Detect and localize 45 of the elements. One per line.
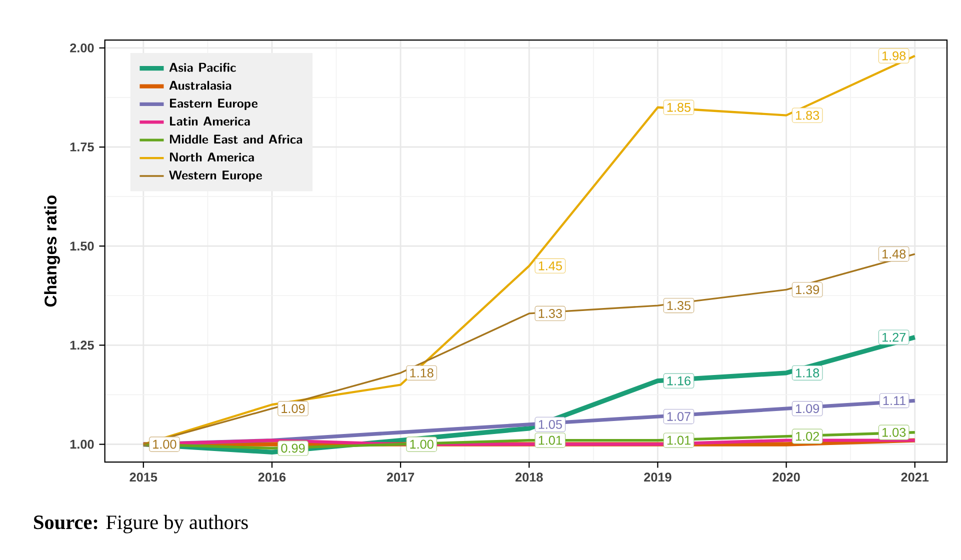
- data-label: 1.07: [667, 412, 690, 421]
- data-label: 1.85: [667, 102, 691, 112]
- legend-label: Middle East and Africa: [170, 134, 302, 144]
- data-label: 1.83: [796, 110, 820, 120]
- data-label: 1.45: [538, 261, 562, 270]
- data-label: 0.99: [281, 444, 305, 453]
- data-label: 1.39: [796, 285, 820, 294]
- data-label: 1.00: [153, 440, 176, 449]
- data-label: 1.11: [883, 396, 906, 405]
- legend-label: Asia Pacific: [169, 62, 236, 72]
- legend-label: Eastern Europe: [170, 98, 258, 110]
- y-tick-label: 2.00: [70, 43, 94, 52]
- y-axis-title: Changes ratio: [44, 195, 60, 307]
- data-label: 1.09: [796, 404, 820, 414]
- data-label: 1.09: [282, 404, 305, 414]
- x-tick-label: 2018: [515, 472, 543, 482]
- y-tick-label: 1.00: [70, 440, 94, 449]
- data-label: 1.02: [796, 432, 819, 441]
- data-label: 1.05: [538, 420, 562, 429]
- legend-label: Western Europe: [169, 170, 262, 182]
- data-label: 1.98: [882, 51, 906, 60]
- y-tick-label: 1.50: [70, 242, 94, 251]
- y-tick-label: 1.75: [70, 142, 94, 152]
- x-tick-label: 2015: [130, 472, 158, 482]
- legend-label: North America: [170, 152, 254, 162]
- data-label: 1.00: [410, 440, 434, 449]
- legend-label: Latin America: [170, 116, 250, 126]
- data-label: 1.18: [796, 368, 820, 378]
- data-label: 1.16: [667, 376, 690, 386]
- data-label: 1.35: [667, 301, 691, 310]
- data-label: 1.27: [882, 332, 906, 342]
- data-label: 1.03: [882, 428, 906, 437]
- x-tick-label: 2016: [258, 472, 286, 482]
- legend-label: Australasia: [169, 80, 232, 90]
- data-label: 1.01: [538, 436, 562, 445]
- data-label: 1.18: [410, 368, 434, 378]
- data-label: 1.01: [667, 436, 690, 445]
- x-tick-label: 2019: [644, 472, 672, 482]
- x-tick-label: 2017: [386, 472, 414, 482]
- text: Source: Figure by authors: [34, 514, 248, 534]
- y-tick-label: 1.25: [70, 340, 94, 350]
- data-label: 1.33: [538, 308, 562, 318]
- x-tick-label: 2020: [772, 472, 800, 482]
- x-tick-label: 2021: [901, 472, 929, 482]
- data-label: 1.48: [882, 249, 906, 258]
